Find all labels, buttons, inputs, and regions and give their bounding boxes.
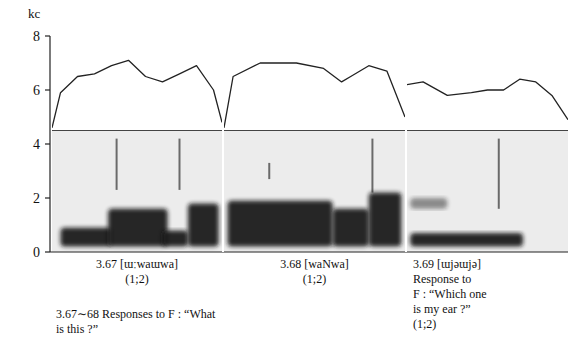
- energy-band: [410, 198, 447, 209]
- spectrogram-ground: [224, 131, 405, 253]
- caption: (1;2): [125, 272, 148, 286]
- tick: [45, 143, 50, 144]
- striation: [179, 139, 181, 190]
- contour: [407, 79, 568, 120]
- tick: [45, 35, 50, 36]
- tick-label: 2: [33, 191, 40, 206]
- x-baseline: [50, 252, 568, 253]
- tick: [45, 89, 50, 90]
- contour: [224, 63, 405, 128]
- tick-label: 8: [33, 29, 40, 44]
- panel-separator: [222, 36, 224, 252]
- striation: [116, 139, 118, 190]
- striation: [498, 139, 500, 209]
- energy-band: [410, 233, 523, 247]
- energy-band: [369, 193, 402, 247]
- panel: [52, 60, 222, 252]
- striation: [268, 163, 270, 179]
- caption: is my ear ?”: [413, 302, 471, 316]
- panel: [407, 79, 568, 252]
- reference-line: [407, 130, 568, 131]
- energy-band: [333, 209, 369, 247]
- caption: 3.68 [waNwa]: [280, 257, 349, 271]
- caption: 3.69 [ɯjəɯjə]: [413, 257, 481, 271]
- axis-title: kc: [28, 6, 41, 21]
- caption: (1;2): [413, 317, 436, 331]
- panel-separator: [405, 36, 407, 252]
- spectrogram-ground: [407, 131, 568, 253]
- reference-line: [224, 130, 405, 131]
- tick-label: 4: [33, 137, 40, 152]
- contour: [52, 60, 222, 128]
- note: is this ?”: [56, 322, 98, 336]
- energy-band: [108, 209, 168, 247]
- tick-label: 0: [33, 245, 40, 260]
- caption: 3.67 [ɯːwaɯwa]: [96, 257, 178, 271]
- tick: [45, 251, 50, 252]
- energy-band: [228, 201, 333, 247]
- note: 3.67∼68 Responses to F : “What: [56, 307, 216, 321]
- caption: (1;2): [303, 272, 326, 286]
- panel: [224, 63, 405, 252]
- energy-band: [163, 230, 189, 246]
- spectrogram-ground: [52, 131, 222, 253]
- tick: [45, 197, 50, 198]
- reference-line: [52, 130, 222, 131]
- striation: [371, 139, 373, 193]
- energy-band: [188, 203, 219, 246]
- energy-band: [61, 228, 112, 247]
- caption: Response to: [413, 272, 471, 286]
- tick-label: 6: [33, 83, 40, 98]
- caption: F : “Which one: [413, 287, 487, 301]
